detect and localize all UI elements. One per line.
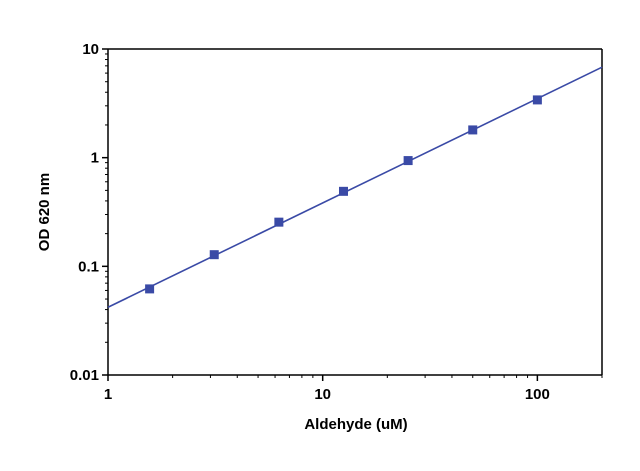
data-point [403, 156, 413, 166]
plot-area [107, 66, 603, 308]
data-point [338, 186, 348, 196]
x-tick-label: 10 [314, 386, 331, 403]
data-point [145, 284, 155, 294]
y-tick-label: 0.1 [78, 258, 99, 275]
x-tick-label: 100 [525, 386, 550, 403]
y-tick-label: 10 [82, 41, 99, 58]
y-tick-label: 0.01 [70, 367, 99, 384]
data-point [274, 217, 284, 227]
axes: 0.01 0.1 1 10 1 10 100 [70, 41, 603, 403]
y-tick-label: 1 [91, 150, 99, 167]
data-point [209, 250, 219, 260]
x-tick-label: 1 [104, 386, 112, 403]
x-axis-label: Aldehyde (uM) [304, 416, 407, 433]
y-axis-label: OD 620 nm [36, 173, 53, 251]
data-point [532, 95, 542, 105]
fit-line [107, 66, 603, 308]
data-point [468, 125, 478, 135]
